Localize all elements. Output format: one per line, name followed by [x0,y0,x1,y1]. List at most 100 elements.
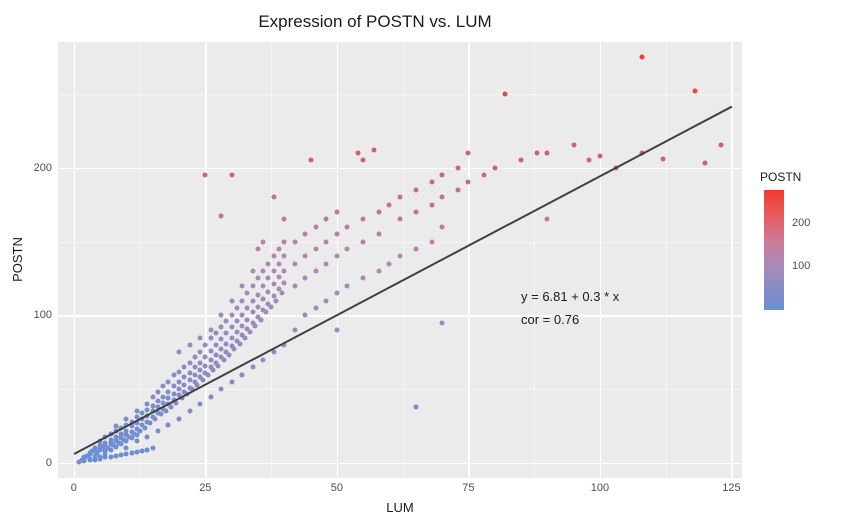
data-point [98,446,103,451]
data-point [229,335,234,340]
data-point [597,153,602,158]
grid-minor-v [403,42,404,478]
data-point [82,459,87,464]
data-point [87,450,92,455]
data-point [150,394,155,399]
data-point [455,165,460,170]
data-point [237,341,242,346]
data-point [274,298,279,303]
data-point [292,283,297,288]
data-point [187,378,192,383]
data-point [108,440,113,445]
data-point [166,390,171,395]
data-point [261,297,266,302]
data-point [224,331,229,336]
grid-minor-h [58,242,742,243]
data-point [429,239,434,244]
data-point [216,363,221,368]
data-point [440,320,445,325]
data-point [271,350,276,355]
data-point [208,348,213,353]
data-point [171,372,176,377]
chart-title: Expression of POSTN vs. LUM [0,12,750,32]
data-point [361,239,366,244]
data-point [119,442,124,447]
data-point [271,195,276,200]
annotation-0: y = 6.81 + 0.3 * x [521,289,619,304]
data-point [148,421,153,426]
data-point [413,209,418,214]
data-point [258,317,263,322]
data-point [92,457,97,462]
data-point [492,165,497,170]
data-point [413,246,418,251]
data-point [240,372,245,377]
data-point [308,158,313,163]
data-point [219,325,224,330]
grid-major-h [58,463,742,464]
data-point [640,54,645,59]
data-point [171,391,176,396]
data-point [313,306,318,311]
data-point [166,396,171,401]
data-point [227,353,232,358]
data-point [219,387,224,392]
data-point [124,439,129,444]
data-point [271,254,276,259]
data-point [324,239,329,244]
data-point [229,313,234,318]
data-point [150,403,155,408]
data-point [282,280,287,285]
data-point [229,173,234,178]
data-point [534,150,539,155]
data-point [182,365,187,370]
y-tick-label: 100 [12,309,52,321]
data-point [177,350,182,355]
data-point [361,276,366,281]
data-point [303,276,308,281]
data-point [361,217,366,222]
data-point [266,261,271,266]
data-point [245,306,250,311]
data-point [113,453,118,458]
scatter-chart: Expression of POSTN vs. LUM y = 6.81 + 0… [0,0,862,525]
grid-major-h [58,315,742,316]
data-point [240,283,245,288]
data-point [303,254,308,259]
data-point [261,269,266,274]
data-point [153,416,158,421]
data-point [234,319,239,324]
data-point [376,232,381,237]
data-point [177,387,182,392]
data-point [134,450,139,455]
data-point [87,458,92,463]
data-point [113,437,118,442]
data-point [455,187,460,192]
data-point [219,214,224,219]
grid-minor-v [271,42,272,478]
data-point [503,91,508,96]
data-point [113,444,118,449]
data-point [208,394,213,399]
data-point [440,195,445,200]
data-point [240,298,245,303]
data-point [203,363,208,368]
x-axis-title: LUM [380,500,420,515]
data-point [324,217,329,222]
data-point [234,306,239,311]
x-tick-label: 25 [185,482,225,494]
data-point [519,158,524,163]
data-point [219,313,224,318]
data-point [192,354,197,359]
data-point [276,261,281,266]
data-point [276,246,281,251]
data-point [292,239,297,244]
data-point [345,246,350,251]
data-point [545,217,550,222]
data-point [119,453,124,458]
data-point [334,209,339,214]
data-point [229,325,234,330]
data-point [129,436,134,441]
data-point [466,180,471,185]
data-point [250,283,255,288]
